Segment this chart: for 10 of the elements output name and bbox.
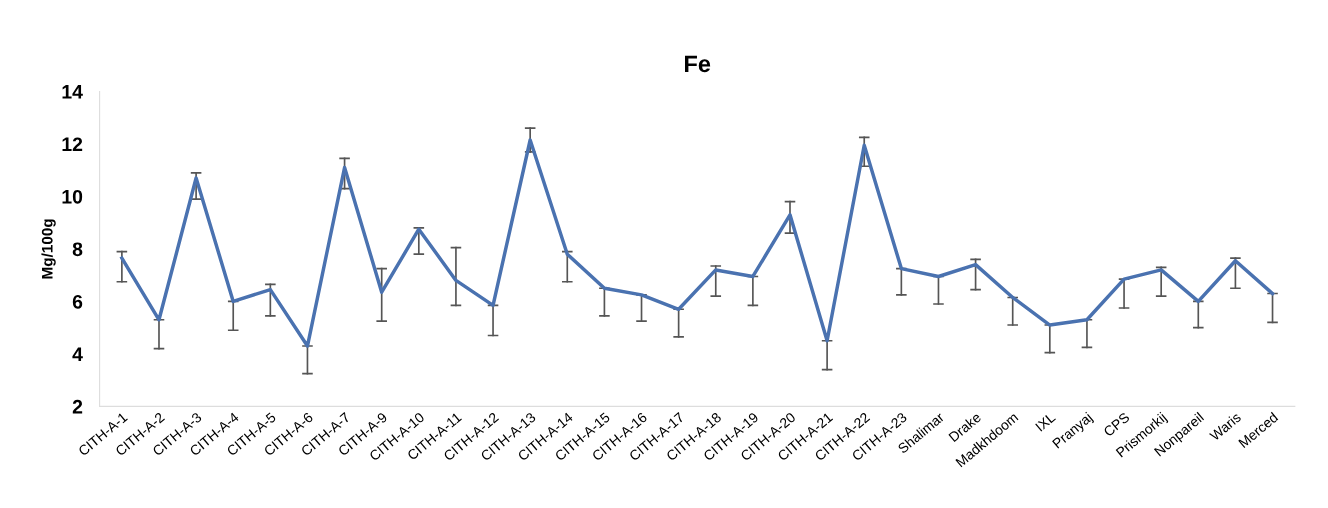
- y-tick-label: 2: [72, 399, 83, 414]
- y-tick-label: 4: [72, 347, 83, 361]
- y-tick-label: 14: [62, 85, 83, 99]
- y-tick-label: 10: [62, 189, 83, 204]
- line-series: [120, 138, 1275, 348]
- y-axis-title: Mg/100g: [41, 219, 56, 279]
- chart-title: Fe: [685, 55, 711, 73]
- y-tick-label: 8: [72, 242, 83, 257]
- y-tick-label: 6: [72, 294, 83, 309]
- y-tick-label: 12: [62, 137, 83, 151]
